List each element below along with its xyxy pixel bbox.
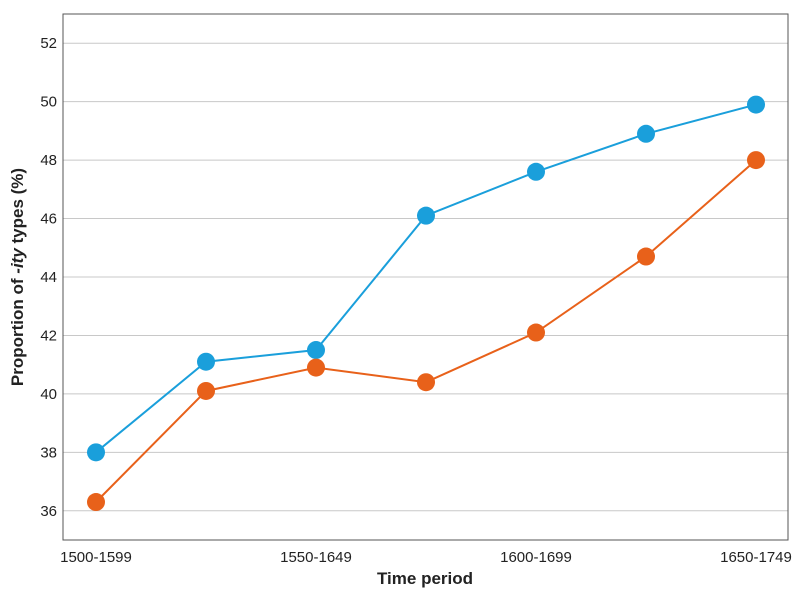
gridlines — [63, 42, 788, 512]
y-tick-label: 48 — [40, 152, 57, 169]
x-tick-label: 1500-1599 — [60, 549, 132, 566]
series-2-point — [417, 373, 435, 392]
x-axis-ticks: 1500-1599 1550-1649 1600-1699 1650-1749 — [60, 549, 792, 566]
series-1-point — [87, 443, 105, 462]
series-2-point — [87, 493, 105, 512]
y-tick-label: 44 — [40, 269, 57, 286]
y-tick-label: 50 — [40, 94, 57, 111]
y-axis-title: Proportion of -ity types (%) — [8, 168, 27, 386]
series-2-point — [637, 247, 655, 266]
series-2-point — [307, 358, 325, 377]
series-1-line — [95, 103, 757, 454]
plot-frame — [62, 13, 789, 541]
x-tick-label: 1550-1649 — [280, 549, 352, 566]
series-2-point — [197, 381, 215, 400]
x-tick-label: 1650-1749 — [720, 549, 792, 566]
x-tick-label: 1600-1699 — [500, 549, 572, 566]
series-2-point — [747, 151, 765, 170]
series-1-point — [197, 352, 215, 371]
y-tick-label: 52 — [40, 35, 57, 52]
series-1-point — [417, 206, 435, 225]
series-1-point — [307, 341, 325, 360]
y-axis-ticks: 36 38 40 42 44 46 48 50 52 — [40, 35, 57, 520]
series-1-point — [527, 162, 545, 181]
series-2-point — [527, 323, 545, 342]
y-axis-title-part-3: types (%) — [8, 168, 27, 248]
series-1-point — [747, 95, 765, 114]
series-group — [87, 95, 765, 512]
x-axis-title: Time period — [377, 569, 473, 588]
y-tick-label: 36 — [40, 503, 57, 520]
y-tick-label: 46 — [40, 211, 57, 228]
y-axis-title-part-2: -ity — [8, 247, 27, 274]
y-axis-title-part-1: Proportion of — [8, 274, 27, 386]
y-tick-label: 40 — [40, 386, 57, 403]
y-tick-label: 38 — [40, 444, 57, 461]
y-tick-label: 42 — [40, 327, 57, 344]
series-1-point — [637, 124, 655, 143]
